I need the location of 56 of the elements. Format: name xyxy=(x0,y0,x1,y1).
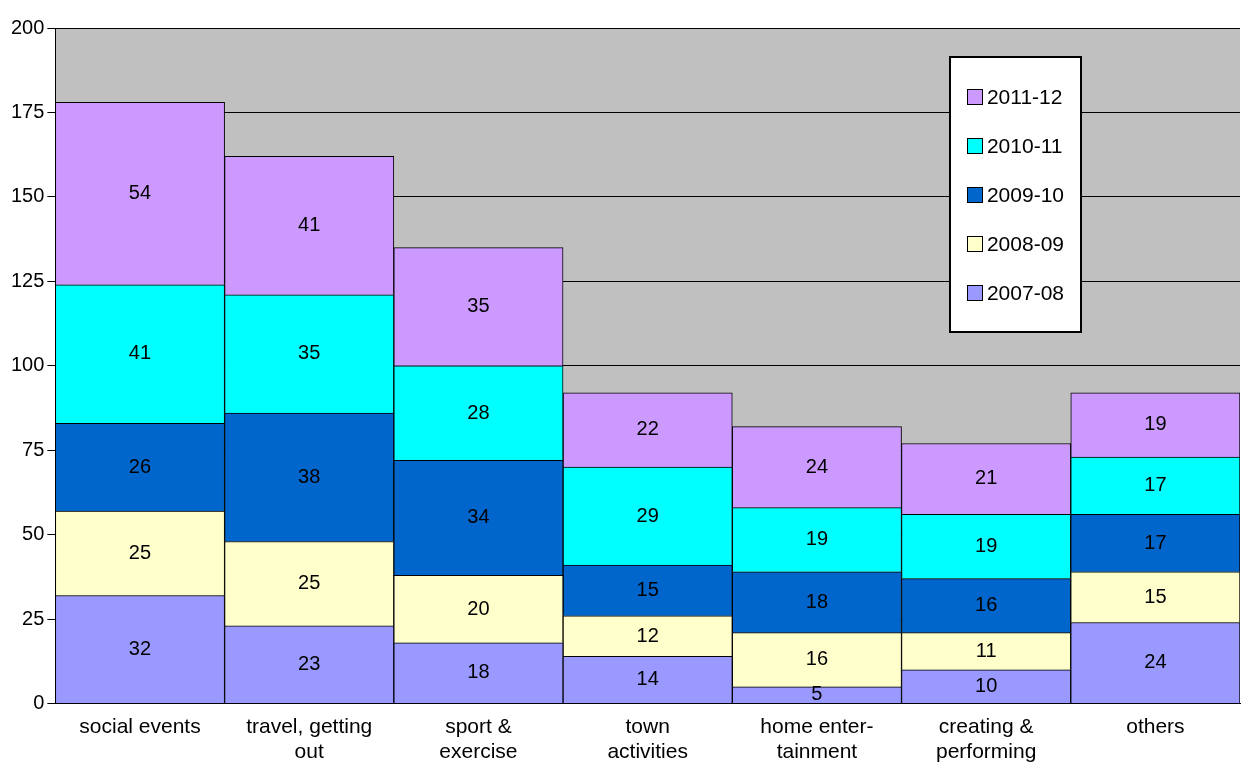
data-label: 38 xyxy=(298,464,321,487)
data-label: 19 xyxy=(975,534,998,557)
y-tick-label: 50 xyxy=(22,522,45,545)
data-label: 18 xyxy=(805,589,829,612)
legend-label: 2008-09 xyxy=(986,231,1064,256)
data-label: 17 xyxy=(1144,473,1167,496)
data-label: 5 xyxy=(811,682,823,705)
data-label: 17 xyxy=(1144,530,1167,553)
data-label: 41 xyxy=(298,213,321,236)
y-tick-label: 175 xyxy=(10,99,45,122)
data-label: 24 xyxy=(1144,650,1167,673)
data-label: 54 xyxy=(128,181,152,204)
x-tick-label: town activities xyxy=(607,714,688,763)
data-label: 23 xyxy=(298,652,321,675)
data-label: 25 xyxy=(128,540,152,563)
data-label: 21 xyxy=(975,466,998,489)
data-label: 28 xyxy=(467,400,490,423)
x-tick-label: sport & exercise xyxy=(439,714,518,763)
legend-label: 2011-12 xyxy=(986,84,1063,109)
data-label: 29 xyxy=(636,503,659,526)
legend-label: 2007-08 xyxy=(986,280,1064,305)
x-tick-label: social events xyxy=(79,714,201,737)
y-tick-label: 0 xyxy=(33,691,45,714)
data-label: 15 xyxy=(636,577,659,600)
data-label: 34 xyxy=(467,505,490,528)
y-tick-label: 25 xyxy=(22,606,45,629)
data-label: 12 xyxy=(636,623,659,646)
y-tick-label: 200 xyxy=(10,15,45,38)
data-label: 41 xyxy=(128,341,152,364)
data-label: 19 xyxy=(805,527,829,550)
data-label: 32 xyxy=(128,636,152,659)
legend-label: 2009-10 xyxy=(986,182,1064,207)
data-label: 15 xyxy=(1144,584,1167,607)
data-label: 35 xyxy=(467,294,490,317)
data-label: 24 xyxy=(805,454,829,477)
data-label: 16 xyxy=(975,593,998,616)
x-tick-label: others xyxy=(1126,714,1185,737)
x-tick-label: creating & performing xyxy=(935,714,1037,763)
y-tick-label: 75 xyxy=(22,437,45,460)
data-label: 26 xyxy=(128,454,152,477)
x-tick-label: travel, getting out xyxy=(246,714,373,763)
data-label: 11 xyxy=(975,638,997,661)
data-label: 10 xyxy=(975,673,998,696)
data-label: 14 xyxy=(636,667,659,690)
data-label: 16 xyxy=(805,647,829,670)
data-label: 25 xyxy=(298,571,321,594)
data-label: 19 xyxy=(1144,412,1167,435)
x-tick-label: home enter- tainment xyxy=(760,714,874,763)
data-label: 35 xyxy=(298,341,321,364)
legend-label: 2010-11 xyxy=(986,133,1063,158)
y-tick-label: 100 xyxy=(10,353,45,376)
data-label: 18 xyxy=(467,660,490,683)
data-label: 22 xyxy=(636,417,659,440)
data-label: 20 xyxy=(467,596,490,619)
y-tick-label: 150 xyxy=(10,184,45,207)
y-tick-label: 125 xyxy=(10,268,45,291)
